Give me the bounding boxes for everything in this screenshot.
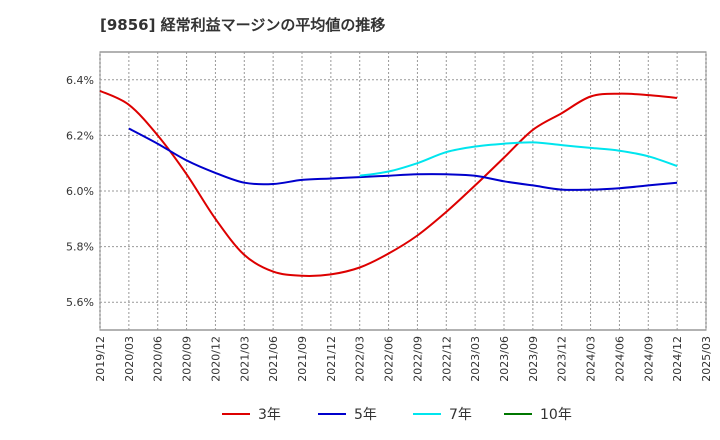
x-tick-label: 2023/03 bbox=[469, 336, 482, 382]
x-tick-label: 2022/09 bbox=[411, 336, 424, 382]
x-tick-label: 2021/06 bbox=[267, 336, 280, 382]
x-tick-label: 2023/06 bbox=[498, 336, 511, 382]
x-tick-label: 2023/12 bbox=[556, 336, 569, 382]
y-tick-label: 6.0% bbox=[66, 185, 94, 198]
legend-label: 3年 bbox=[258, 407, 281, 423]
series-line-7年 bbox=[359, 141, 678, 177]
x-tick-label: 2020/12 bbox=[209, 336, 222, 382]
y-tick-label: 5.8% bbox=[66, 241, 94, 254]
x-tick-label: 2019/12 bbox=[94, 336, 107, 382]
y-tick-label: 6.4% bbox=[66, 74, 94, 87]
legend-label: 7年 bbox=[449, 407, 472, 423]
x-tick-label: 2021/03 bbox=[238, 336, 251, 382]
x-tick-label: 2022/03 bbox=[354, 336, 367, 382]
chart-title: [9856] 経常利益マージンの平均値の推移 bbox=[100, 16, 386, 34]
x-tick-label: 2024/06 bbox=[613, 336, 626, 382]
x-tick-label: 2022/06 bbox=[383, 336, 396, 382]
x-tick-label: 2024/03 bbox=[585, 336, 598, 382]
x-tick-label: 2025/03 bbox=[700, 336, 713, 382]
x-tick-label: 2020/09 bbox=[181, 336, 194, 382]
x-tick-label: 2020/03 bbox=[123, 336, 136, 382]
x-tick-label: 2022/12 bbox=[440, 336, 453, 382]
legend-label: 5年 bbox=[354, 407, 377, 423]
x-tick-label: 2021/09 bbox=[296, 336, 309, 382]
y-tick-label: 6.2% bbox=[66, 129, 94, 142]
x-tick-label: 2021/12 bbox=[325, 336, 338, 382]
series-line-3年 bbox=[99, 89, 678, 277]
x-tick-label: 2020/06 bbox=[152, 336, 165, 382]
legend-label: 10年 bbox=[540, 407, 572, 423]
x-tick-label: 2024/12 bbox=[671, 336, 684, 382]
x-tick-label: 2023/09 bbox=[527, 336, 540, 382]
y-tick-label: 5.6% bbox=[66, 296, 94, 309]
series-line-5年 bbox=[128, 127, 678, 191]
x-tick-label: 2024/09 bbox=[642, 336, 655, 382]
